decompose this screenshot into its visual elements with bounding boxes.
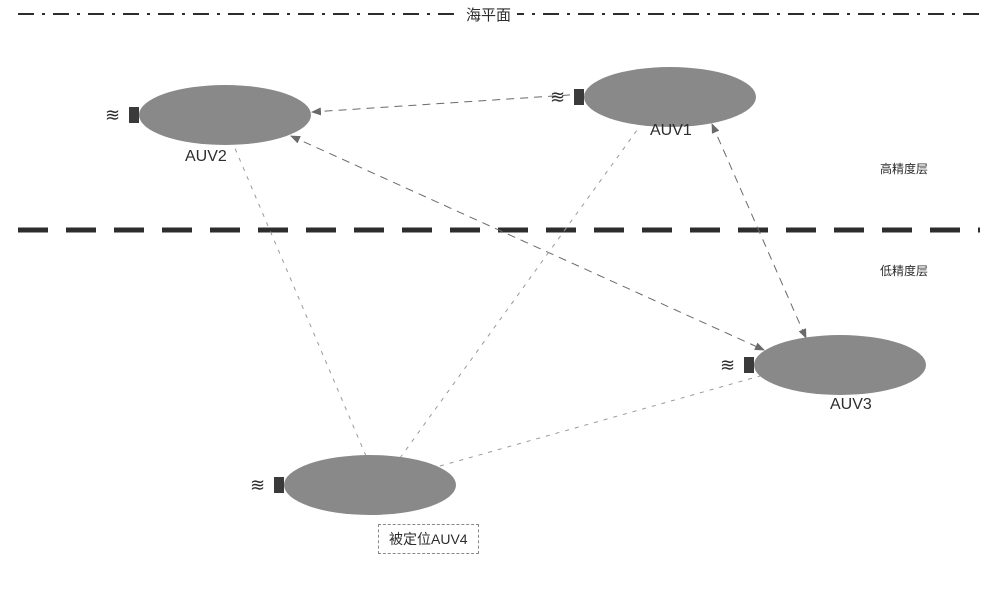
high-precision-label: 高精度层 (880, 160, 928, 177)
low-precision-label: 低精度层 (880, 262, 928, 279)
wake-icon: ≋ (720, 356, 733, 374)
propeller-icon (274, 477, 284, 493)
auv2-label: AUV2 (185, 148, 227, 166)
auv1-label: AUV1 (650, 122, 692, 140)
diagram-canvas: ≋ ≋ ≋ ≋ 海平面 高精度层 低精度层 AUV1 AUV2 AUV3 被定位… (0, 0, 1000, 592)
auv4-node: ≋ (284, 455, 456, 515)
link-target-auv1 (400, 126, 640, 458)
link-auv2-auv3 (291, 136, 764, 350)
link-target-auv3 (440, 376, 760, 466)
link-auv1-auv2 (312, 94, 584, 112)
propeller-icon (744, 357, 754, 373)
sea-surface-label: 海平面 (460, 4, 517, 25)
auv1-node: ≋ (584, 67, 756, 127)
wake-icon: ≋ (105, 106, 118, 124)
auv2-node: ≋ (139, 85, 311, 145)
propeller-icon (129, 107, 139, 123)
auv3-label: AUV3 (830, 396, 872, 414)
propeller-icon (574, 89, 584, 105)
link-target-auv2 (234, 146, 366, 456)
target-auv-label: 被定位AUV4 (378, 524, 479, 554)
auv3-node: ≋ (754, 335, 926, 395)
wake-icon: ≋ (550, 88, 563, 106)
wake-icon: ≋ (250, 476, 263, 494)
